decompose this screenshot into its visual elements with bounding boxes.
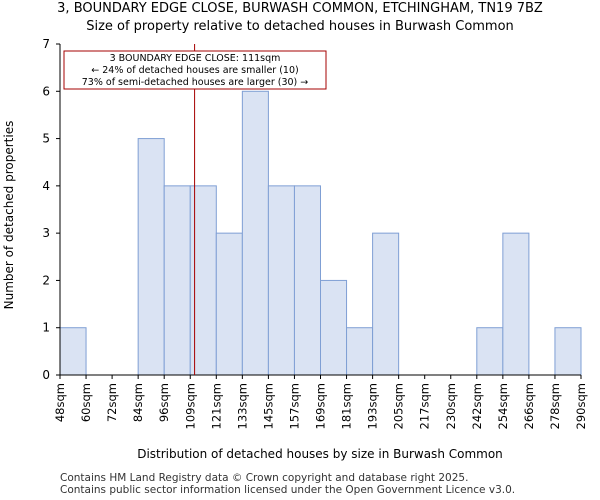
y-tick-label: 1 [42, 321, 50, 335]
chart-subtitle: Size of property relative to detached ho… [86, 19, 514, 34]
y-tick-label: 0 [42, 368, 50, 382]
histogram-bar-278sqm [554, 327, 582, 376]
histogram-bar-193sqm [372, 232, 400, 376]
y-tick-label: 3 [42, 226, 50, 240]
x-tick-label: 266sqm [522, 383, 536, 429]
x-tick-label: 290sqm [574, 383, 588, 429]
histogram-bar-242sqm [476, 327, 504, 376]
histogram-bar-121sqm [215, 232, 243, 376]
x-tick-label: 230sqm [444, 383, 458, 429]
x-tick-label: 181sqm [340, 383, 354, 429]
chart-title: 3, BOUNDARY EDGE CLOSE, BURWASH COMMON, … [57, 1, 543, 16]
annotation-line-1: 3 BOUNDARY EDGE CLOSE: 111sqm [110, 53, 281, 64]
footer-licence: Contains public sector information licen… [60, 484, 516, 496]
annotation-line-2: ← 24% of detached houses are smaller (10… [91, 65, 298, 76]
y-tick-label: 7 [42, 37, 50, 51]
footer-copyright: Contains HM Land Registry data © Crown c… [60, 472, 469, 484]
x-tick-label: 145sqm [261, 383, 275, 429]
x-tick-label: 72sqm [105, 383, 119, 422]
y-axis-ticks: 0 1 2 3 4 5 6 7 [42, 37, 60, 382]
annotation-box: 3 BOUNDARY EDGE CLOSE: 111sqm ← 24% of d… [63, 50, 327, 90]
x-tick-label: 278sqm [548, 383, 562, 429]
histogram-bar-169sqm [320, 279, 348, 376]
x-tick-label: 254sqm [496, 383, 510, 429]
histogram-chart: 0 1 2 3 4 5 6 7 48sqm 60sqm 72sqm 84sqm 96sqm 109sqm… [2, 37, 588, 461]
histogram-bar-133sqm [241, 90, 269, 376]
y-tick-label: 4 [42, 179, 50, 193]
histogram-bar-96sqm [163, 185, 191, 376]
x-tick-label: 205sqm [392, 383, 406, 429]
y-axis-label: Number of detached properties [2, 121, 16, 310]
x-tick-label: 193sqm [366, 383, 380, 429]
histogram-bar-145sqm [267, 185, 295, 376]
x-tick-label: 109sqm [183, 383, 197, 429]
x-tick-label: 133sqm [235, 383, 249, 429]
bar-group [59, 44, 582, 376]
x-tick-label: 157sqm [287, 383, 301, 429]
x-axis-label: Distribution of detached houses by size … [137, 447, 503, 461]
histogram-bar-254sqm [502, 232, 530, 376]
histogram-bar-181sqm [346, 327, 374, 376]
x-tick-label: 84sqm [131, 383, 145, 422]
x-tick-label: 121sqm [209, 383, 223, 429]
x-axis-ticks: 48sqm 60sqm 72sqm 84sqm 96sqm 109sqm 121sqm 133… [53, 375, 588, 429]
x-tick-label: 169sqm [314, 383, 328, 429]
histogram-bar-48sqm [59, 327, 87, 376]
x-tick-label: 217sqm [418, 383, 432, 429]
x-tick-label: 60sqm [79, 383, 93, 422]
y-tick-label: 6 [42, 84, 50, 98]
x-tick-label: 242sqm [470, 383, 484, 429]
y-tick-label: 2 [42, 273, 50, 287]
histogram-bar-84sqm [137, 138, 165, 376]
annotation-line-3: 73% of semi-detached houses are larger (… [82, 77, 309, 88]
y-tick-label: 5 [42, 132, 50, 146]
x-tick-label: 96sqm [157, 383, 171, 422]
histogram-bar-157sqm [293, 185, 322, 376]
x-tick-label: 48sqm [53, 383, 67, 422]
